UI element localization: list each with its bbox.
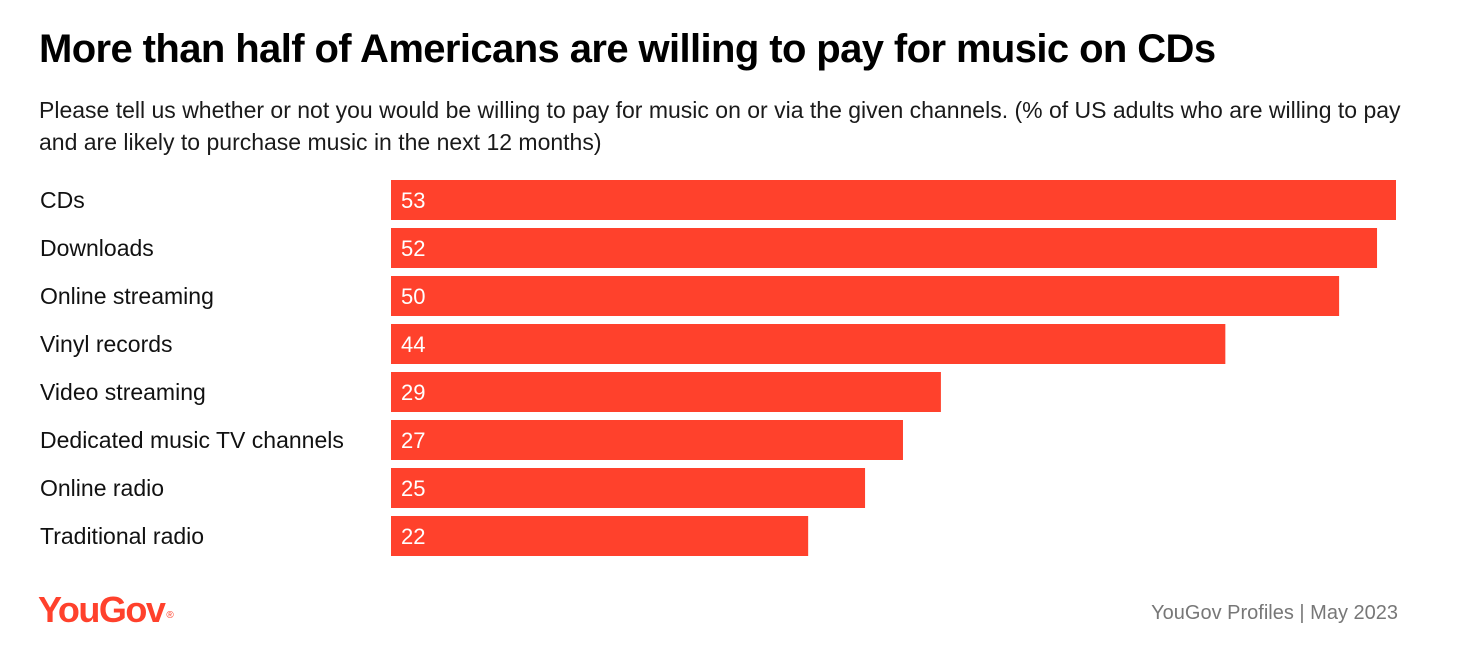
value-label: 22 (401, 524, 425, 549)
category-label: Online radio (40, 475, 164, 501)
logo-text: YouGov (38, 589, 166, 630)
category-label: CDs (40, 187, 85, 213)
bar (391, 420, 903, 460)
value-label: 52 (401, 236, 425, 261)
value-label: 27 (401, 428, 425, 453)
bar (391, 468, 866, 508)
yougov-logo: YouGov ® (38, 588, 174, 632)
category-label: Vinyl records (40, 331, 173, 357)
bar (391, 228, 1378, 268)
value-label: 53 (401, 188, 425, 213)
chart-title: More than half of Americans are willing … (39, 27, 1216, 71)
category-label: Dedicated music TV channels (40, 427, 344, 453)
bar (391, 276, 1340, 316)
value-label: 50 (401, 284, 425, 309)
bar (391, 180, 1396, 220)
value-label: 44 (401, 332, 425, 357)
bar (391, 516, 809, 556)
value-label: 25 (401, 476, 425, 501)
category-label: Traditional radio (40, 523, 204, 549)
category-label: Video streaming (40, 379, 206, 405)
chart-subtitle: Please tell us whether or not you would … (39, 97, 1401, 155)
category-label: Online streaming (40, 283, 214, 309)
bar (391, 372, 941, 412)
value-label: 29 (401, 380, 425, 405)
bar (391, 324, 1226, 364)
source-note: YouGov Profiles | May 2023 (1151, 602, 1398, 624)
registered-mark: ® (166, 610, 174, 621)
category-label: Downloads (40, 235, 154, 261)
